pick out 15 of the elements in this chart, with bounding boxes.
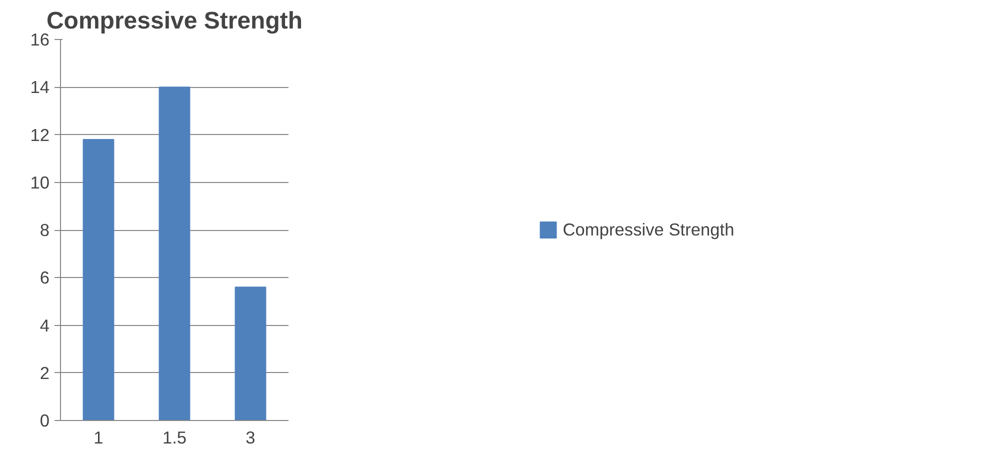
bar bbox=[158, 86, 190, 420]
bar bbox=[82, 139, 114, 420]
y-tick-label: 6 bbox=[40, 268, 50, 288]
x-tick-label: 1 bbox=[94, 428, 104, 448]
x-tick-label: 3 bbox=[246, 428, 256, 448]
x-tick-label: 1.5 bbox=[162, 428, 187, 448]
y-tick-label: 4 bbox=[40, 315, 50, 336]
bar bbox=[234, 286, 266, 420]
y-tick-label: 2 bbox=[40, 362, 50, 383]
y-tick-label: 0 bbox=[40, 410, 50, 430]
y-tick-label: 8 bbox=[40, 220, 50, 240]
legend-label: Compressive Strength bbox=[562, 219, 734, 240]
y-tick-label: 10 bbox=[30, 172, 50, 192]
y-tick-label: 12 bbox=[30, 124, 50, 145]
y-tick-label: 14 bbox=[30, 77, 50, 98]
